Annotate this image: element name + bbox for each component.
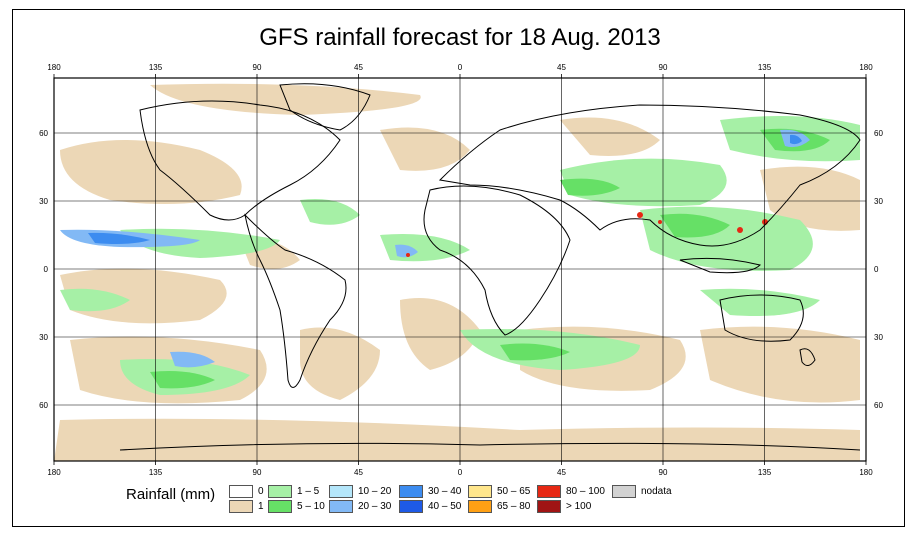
legend-label: 5 – 10 <box>297 501 325 512</box>
lat-ticks-left: 60 30 0 30 60 <box>39 129 48 410</box>
lon-tick-top: 45 <box>354 63 363 72</box>
lon-tick-bottom: 45 <box>354 468 363 477</box>
lon-tick-bottom: 45 <box>557 468 566 477</box>
lon-tick-bottom: 135 <box>149 468 163 477</box>
legend-label: 50 – 65 <box>497 486 531 497</box>
lat-tick-right: 30 <box>874 333 883 342</box>
lat-tick-right: 30 <box>874 197 883 206</box>
lon-tick-bottom: 180 <box>47 468 61 477</box>
lat-tick-right: 60 <box>874 401 883 410</box>
lon-tick-bottom: 90 <box>253 468 262 477</box>
legend-label: 80 – 100 <box>566 486 605 497</box>
legend-swatch <box>329 500 353 513</box>
map-title: GFS rainfall forecast for 18 Aug. 2013 <box>259 24 661 51</box>
border-ticks <box>53 74 867 465</box>
lat-tick-right: 0 <box>874 265 879 274</box>
coastlines <box>119 83 861 451</box>
legend-label: nodata <box>641 486 672 497</box>
legend-swatch <box>612 485 636 498</box>
legend-swatch <box>537 485 561 498</box>
legend-label: 40 – 50 <box>428 501 462 512</box>
intense-rain-regions <box>88 134 802 244</box>
graticule <box>54 78 866 461</box>
lon-tick-top: 0 <box>458 63 463 72</box>
legend-label: 20 – 30 <box>358 501 392 512</box>
legend-swatch <box>468 485 492 498</box>
lon-tick-top: 135 <box>149 63 163 72</box>
lon-tick-top: 45 <box>557 63 566 72</box>
legend-title: Rainfall (mm) <box>126 486 216 503</box>
legend-swatch <box>229 485 253 498</box>
legend-swatch <box>468 500 492 513</box>
legend-label: 30 – 40 <box>428 486 462 497</box>
lon-tick-bottom: 90 <box>659 468 668 477</box>
legend-swatch <box>399 485 423 498</box>
extreme-rain-spots <box>406 212 768 257</box>
lat-tick-left: 0 <box>44 265 49 274</box>
lon-tick-bottom: 180 <box>859 468 873 477</box>
lat-tick-left: 60 <box>39 129 48 138</box>
legend-swatch <box>329 485 353 498</box>
lon-tick-bottom: 135 <box>758 468 772 477</box>
lon-tick-top: 90 <box>253 63 262 72</box>
lon-ticks-bottom: 180 135 90 45 0 45 90 135 180 <box>47 468 873 477</box>
lat-tick-left: 30 <box>39 197 48 206</box>
legend-label: 1 <box>258 501 264 512</box>
lat-tick-left: 60 <box>39 401 48 410</box>
lat-tick-right: 60 <box>874 129 883 138</box>
legend-swatch <box>399 500 423 513</box>
legend-label: > 100 <box>566 501 592 512</box>
lon-ticks-top: 180 135 90 45 0 45 90 135 180 <box>47 63 873 72</box>
lat-ticks-right: 60 30 0 30 60 <box>874 129 883 410</box>
legend-swatch <box>268 485 292 498</box>
legend-label: 10 – 20 <box>358 486 392 497</box>
lon-tick-top: 90 <box>659 63 668 72</box>
lon-tick-top: 180 <box>47 63 61 72</box>
rain-5-10-regions <box>150 128 830 389</box>
figure-frame <box>12 9 905 527</box>
legend-label: 1 – 5 <box>297 486 320 497</box>
legend-swatch <box>268 500 292 513</box>
lon-tick-top: 180 <box>859 63 873 72</box>
legend-swatch <box>537 500 561 513</box>
moderate-rain-regions <box>60 116 860 395</box>
legend-label: 0 <box>258 486 264 497</box>
lon-tick-bottom: 0 <box>458 468 463 477</box>
lon-tick-top: 135 <box>758 63 772 72</box>
legend-label: 65 – 80 <box>497 501 531 512</box>
lat-tick-left: 30 <box>39 333 48 342</box>
legend-swatch <box>229 500 253 513</box>
